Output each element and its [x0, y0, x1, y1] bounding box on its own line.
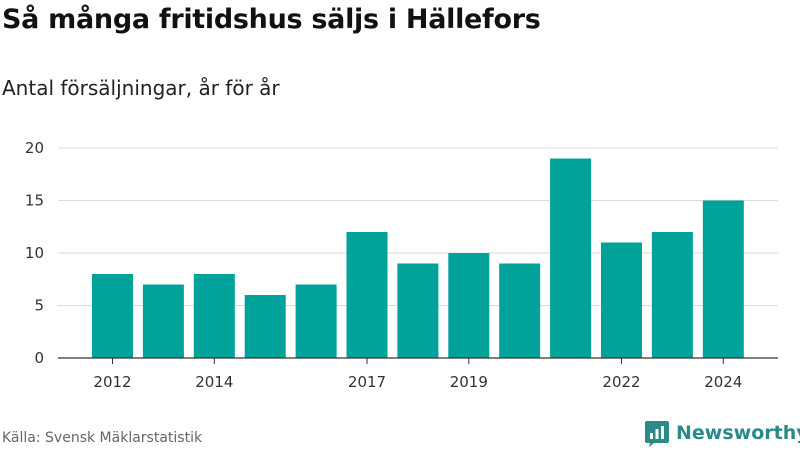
- bar: [244, 295, 286, 358]
- y-tick-label: 10: [25, 244, 44, 262]
- bar: [651, 232, 693, 358]
- y-tick-label: 20: [25, 139, 44, 157]
- bar-chart: 0 5 10 15 20 2012 2014 2017 2019 2022 2024: [25, 139, 778, 391]
- y-tick-label: 0: [34, 349, 44, 367]
- chart-subtitle: Antal försäljningar, år för år: [2, 76, 280, 100]
- chart-title: Så många fritidshus säljs i Hällefors: [2, 4, 541, 35]
- bar: [550, 158, 592, 358]
- newsworthy-logo-icon: [645, 421, 669, 447]
- brand-name: Newsworthy: [676, 422, 800, 444]
- bar: [193, 274, 235, 358]
- x-tick-label: 2014: [195, 373, 233, 391]
- bar: [295, 284, 337, 358]
- bar: [92, 274, 133, 358]
- x-tick-label: 2022: [602, 373, 640, 391]
- source-note: Källa: Svensk Mäklarstatistik: [2, 430, 203, 446]
- bar: [142, 284, 184, 358]
- bar: [346, 232, 388, 358]
- bar: [448, 253, 490, 358]
- bar: [702, 200, 744, 358]
- x-tick-label: 2024: [704, 373, 742, 391]
- bar: [499, 263, 541, 358]
- bar: [601, 242, 642, 358]
- x-tick-label: 2019: [450, 373, 488, 391]
- brand-logo[interactable]: Newsworthy: [644, 419, 800, 447]
- x-tick-label: 2017: [348, 373, 386, 391]
- y-tick-label: 15: [25, 192, 44, 210]
- bar: [397, 263, 439, 358]
- y-tick-label: 5: [34, 297, 44, 315]
- x-tick-label: 2012: [93, 373, 131, 391]
